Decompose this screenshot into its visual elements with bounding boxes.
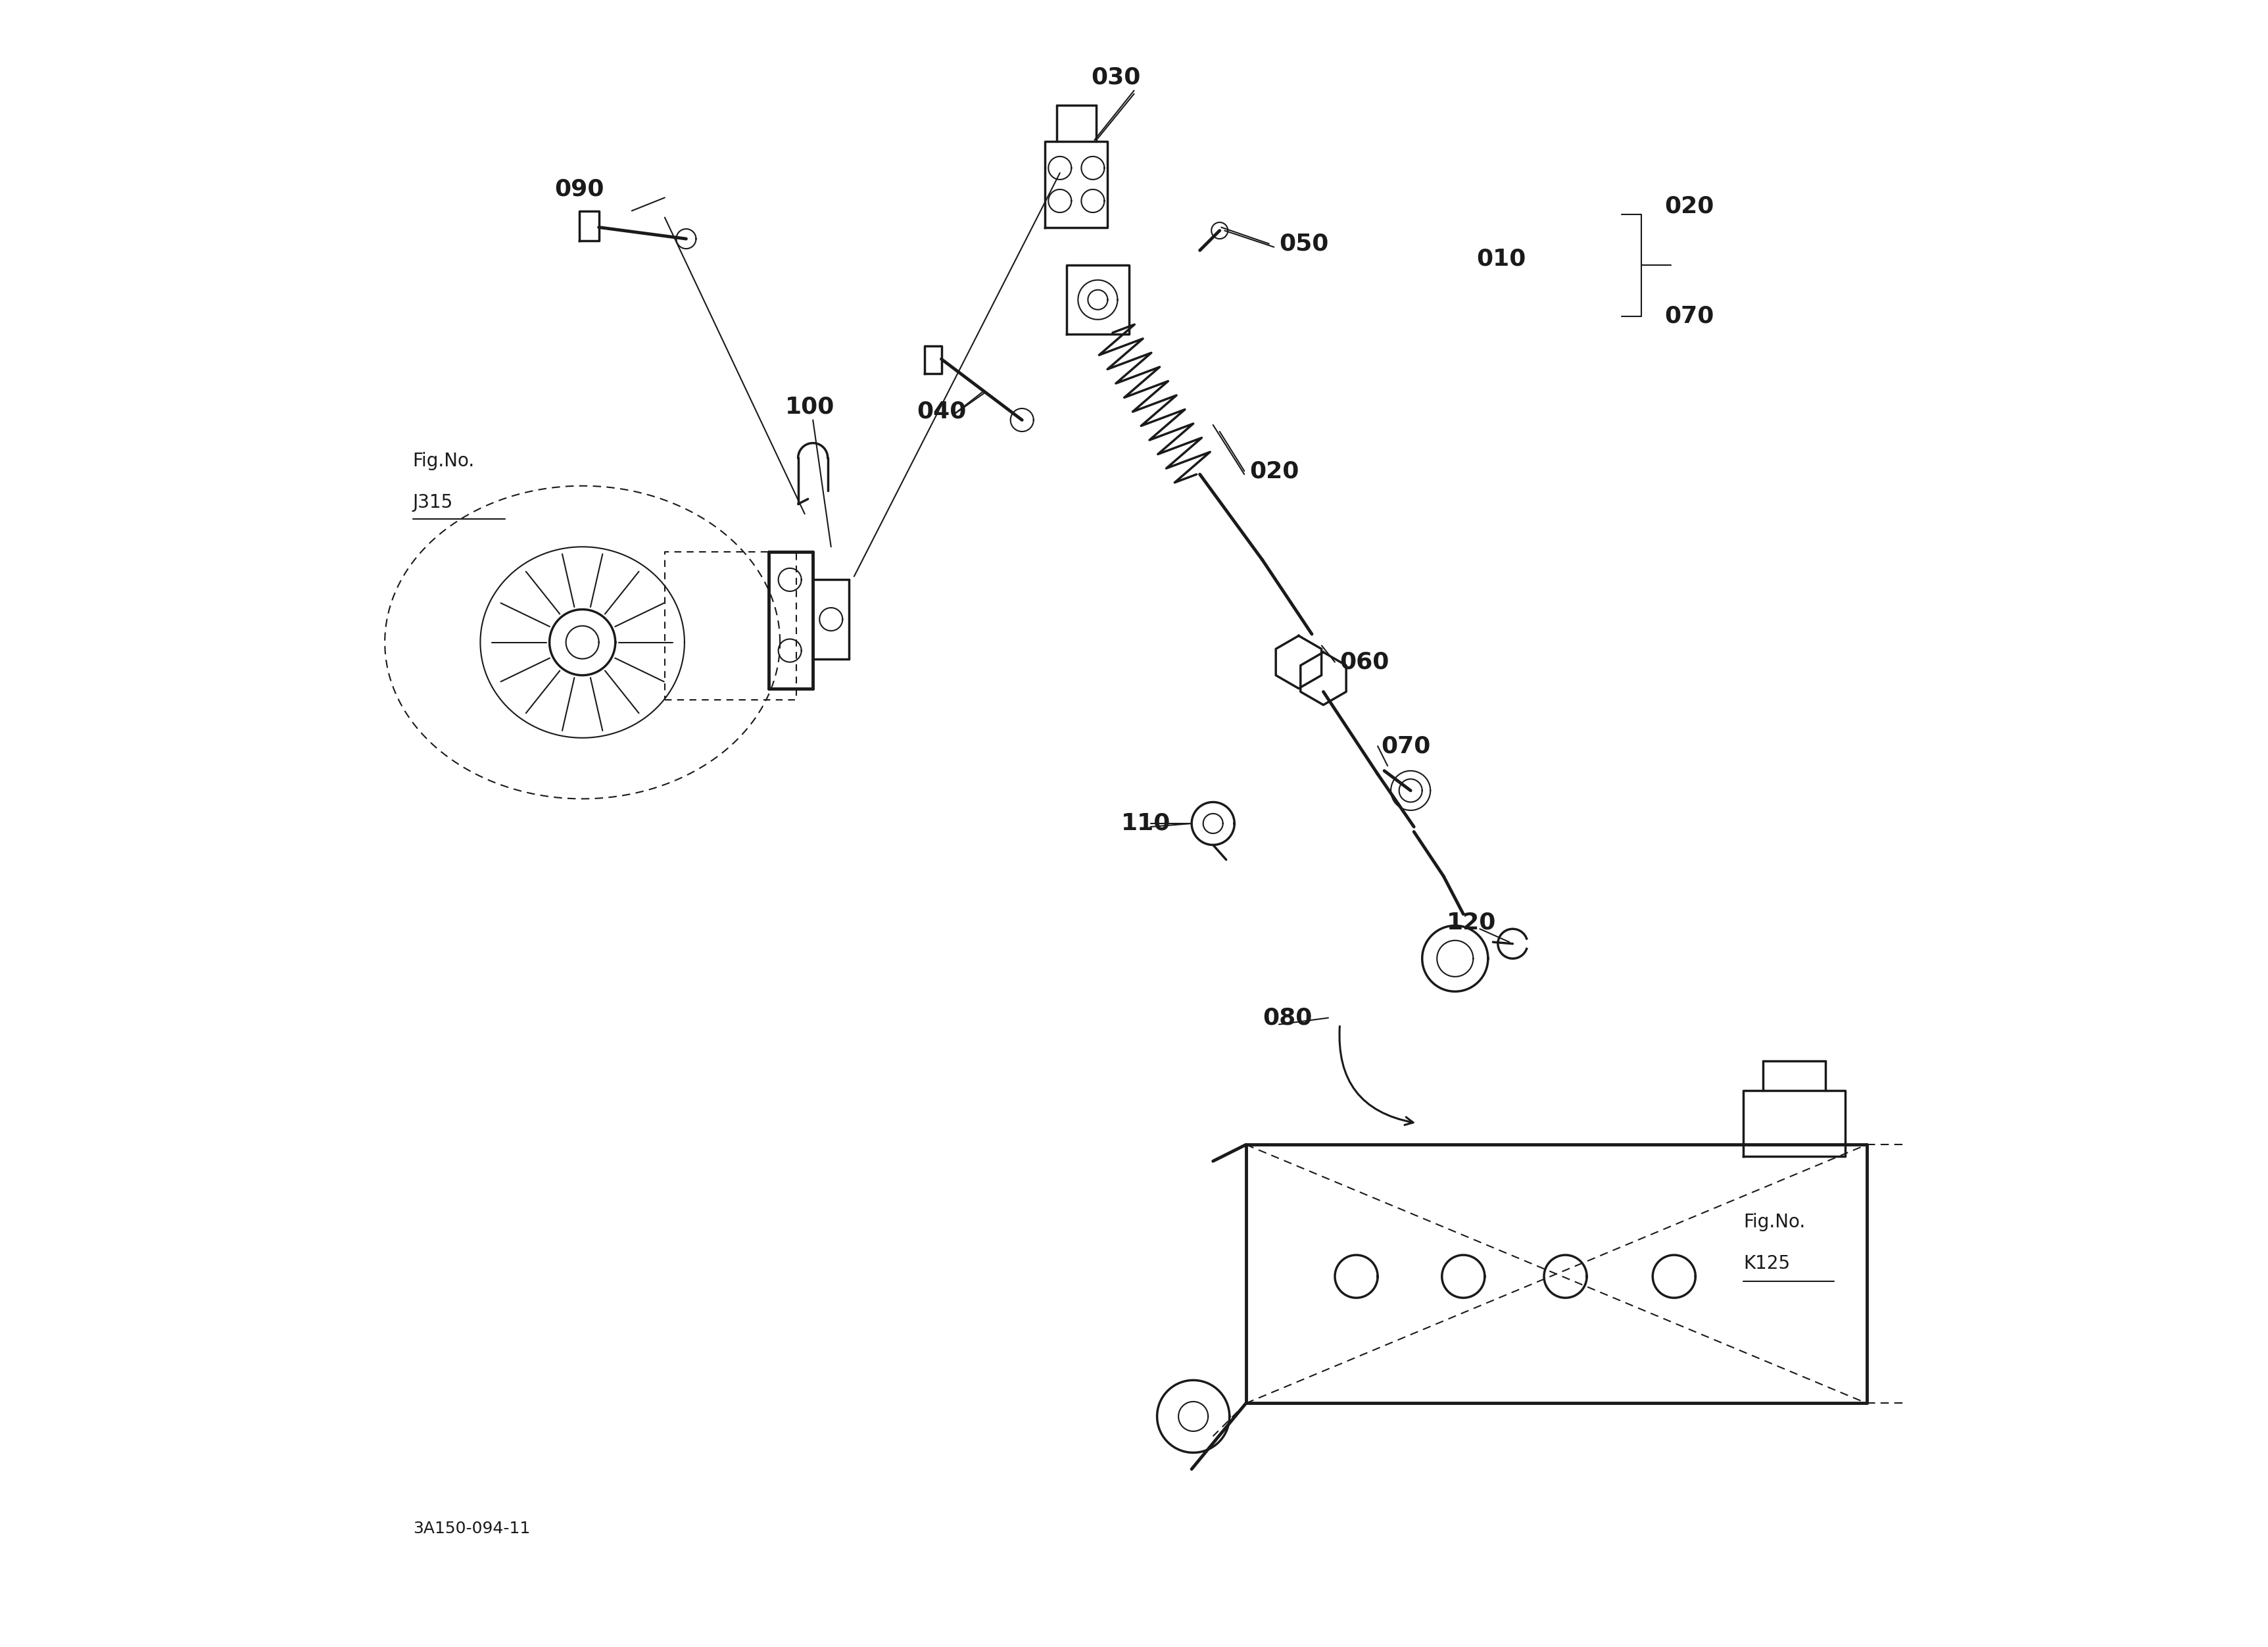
Text: 010: 010 xyxy=(1476,247,1526,270)
Text: J315: J315 xyxy=(413,492,454,512)
Text: 040: 040 xyxy=(916,400,966,423)
Text: 3A150-094-11: 3A150-094-11 xyxy=(413,1520,531,1537)
Text: Fig.No.: Fig.No. xyxy=(1744,1212,1805,1232)
Text: 030: 030 xyxy=(1091,66,1141,89)
Text: K125: K125 xyxy=(1744,1253,1789,1273)
Text: 080: 080 xyxy=(1263,1006,1311,1029)
Text: 060: 060 xyxy=(1340,651,1390,674)
Text: Fig.No.: Fig.No. xyxy=(413,451,474,471)
Text: 020: 020 xyxy=(1665,194,1715,217)
Text: 050: 050 xyxy=(1279,232,1329,255)
Text: 090: 090 xyxy=(553,178,603,201)
Text: 100: 100 xyxy=(785,395,835,418)
Text: 070: 070 xyxy=(1381,735,1431,758)
Text: 070: 070 xyxy=(1665,305,1715,328)
FancyArrowPatch shape xyxy=(1340,1026,1413,1125)
Text: 020: 020 xyxy=(1250,460,1300,483)
Text: 110: 110 xyxy=(1120,812,1170,835)
Text: 120: 120 xyxy=(1447,911,1497,934)
